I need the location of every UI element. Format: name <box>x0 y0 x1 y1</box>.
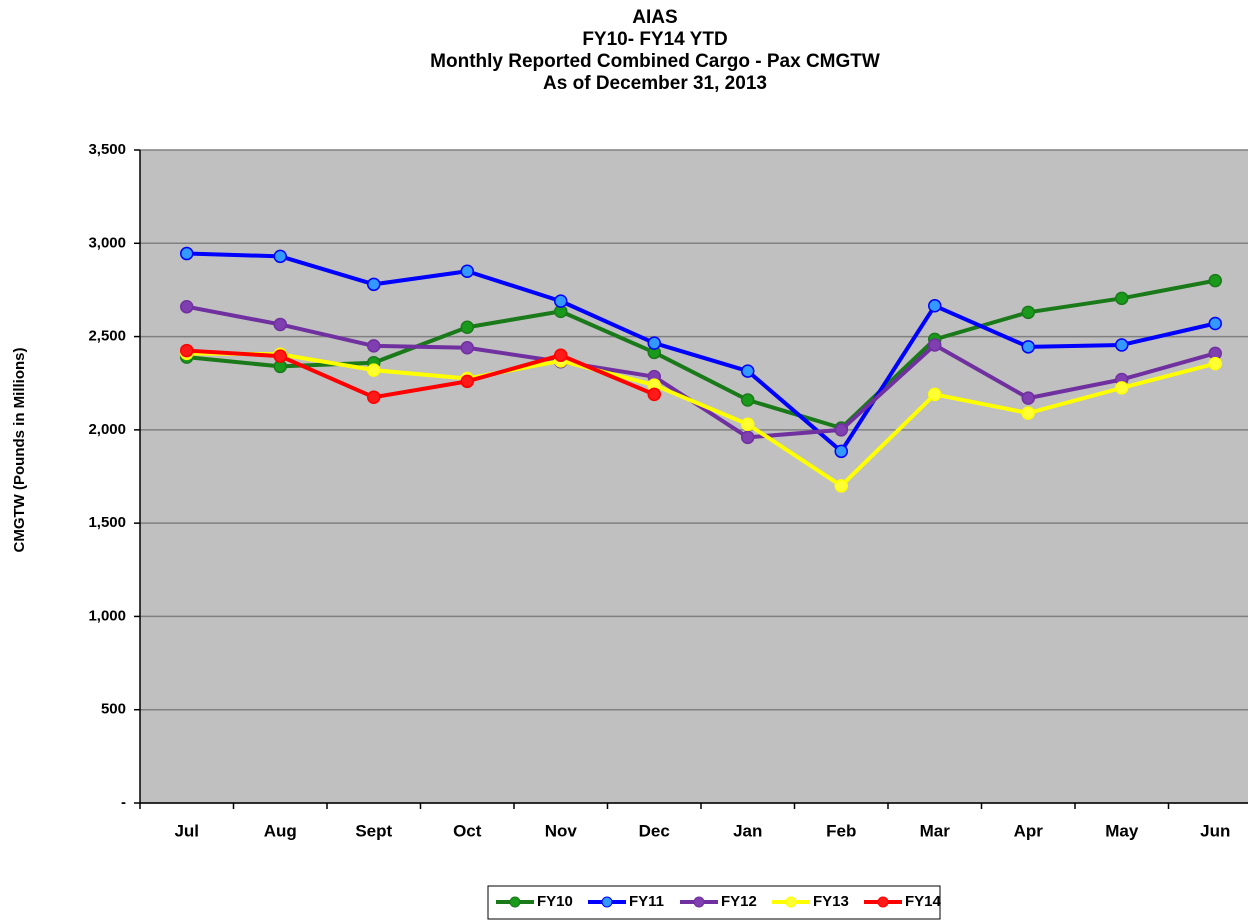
data-point <box>1208 316 1222 331</box>
x-tick-label: Jun <box>1200 821 1230 840</box>
y-tick-label: - <box>121 794 126 811</box>
data-point <box>273 349 287 363</box>
data-point <box>180 246 194 261</box>
series-line <box>186 251 1216 454</box>
data-point <box>741 364 755 378</box>
plot-area <box>140 150 1248 803</box>
data-point <box>367 390 381 404</box>
series-line <box>186 278 1216 430</box>
y-axis-label: CMGTW (Pounds in Millions) <box>11 348 28 553</box>
data-point <box>741 417 755 432</box>
y-tick-label: 1,000 <box>88 607 126 624</box>
data-point <box>460 341 474 355</box>
legend-marker <box>601 896 613 908</box>
data-point <box>1115 338 1129 352</box>
data-point <box>647 387 661 402</box>
data-point <box>1208 273 1222 288</box>
x-tick-label: Aug <box>264 821 297 840</box>
series-line <box>186 348 656 400</box>
data-point <box>273 249 287 264</box>
data-point <box>367 277 381 292</box>
series-line <box>186 304 1216 440</box>
data-point <box>1115 291 1129 306</box>
x-tick-label: Mar <box>920 821 951 840</box>
data-point <box>180 299 194 314</box>
x-tick-label: Nov <box>545 821 578 840</box>
legend-label: FY11 <box>629 893 664 910</box>
x-tick-label: Jul <box>174 821 199 840</box>
data-point <box>367 363 381 377</box>
series-line <box>186 351 1216 488</box>
data-point <box>1208 356 1222 371</box>
data-point <box>554 294 568 308</box>
data-point <box>834 479 848 493</box>
y-tick-label: 3,000 <box>88 234 126 251</box>
data-point <box>928 299 942 313</box>
x-tick-label: May <box>1105 821 1139 840</box>
data-point <box>460 320 474 334</box>
x-tick-label: Apr <box>1014 821 1044 840</box>
data-point <box>1021 406 1035 420</box>
data-point <box>1021 391 1035 405</box>
legend-marker <box>785 896 797 908</box>
data-point <box>741 393 755 407</box>
data-point <box>367 339 381 353</box>
data-point <box>834 423 848 437</box>
x-tick-label: Oct <box>453 821 482 840</box>
legend-label: FY12 <box>721 893 757 910</box>
y-tick-label: 500 <box>101 701 126 718</box>
x-tick-label: Sept <box>355 821 392 840</box>
chart-title: AIAS <box>632 7 677 28</box>
data-point <box>647 336 661 350</box>
legend-marker <box>509 896 521 908</box>
data-point <box>1021 340 1035 354</box>
legend-label: FY13 <box>813 893 849 910</box>
y-tick-label: 1,500 <box>88 514 126 531</box>
data-point <box>928 387 942 402</box>
y-tick-label: 2,000 <box>88 421 126 438</box>
y-tick-label: 2,500 <box>88 328 126 345</box>
x-tick-label: Jan <box>733 821 762 840</box>
data-point <box>1021 305 1035 320</box>
data-point <box>928 338 942 352</box>
data-point <box>741 430 755 445</box>
legend-label: FY14 <box>905 893 942 910</box>
data-point <box>834 444 848 459</box>
data-point <box>273 317 287 332</box>
data-point <box>460 264 474 279</box>
x-tick-label: Feb <box>826 821 856 840</box>
data-point <box>460 374 474 389</box>
chart-title: As of December 31, 2013 <box>543 73 767 94</box>
chart-title: Monthly Reported Combined Cargo - Pax CM… <box>430 51 880 72</box>
data-point <box>180 343 194 358</box>
legend-marker <box>693 896 705 908</box>
data-point <box>1115 381 1129 395</box>
chart-title: FY10- FY14 YTD <box>582 29 727 50</box>
legend-marker <box>877 896 889 908</box>
y-tick-label: 3,500 <box>88 141 126 158</box>
data-point <box>554 348 568 362</box>
legend-label: FY10 <box>537 893 573 910</box>
x-tick-label: Dec <box>639 821 670 840</box>
